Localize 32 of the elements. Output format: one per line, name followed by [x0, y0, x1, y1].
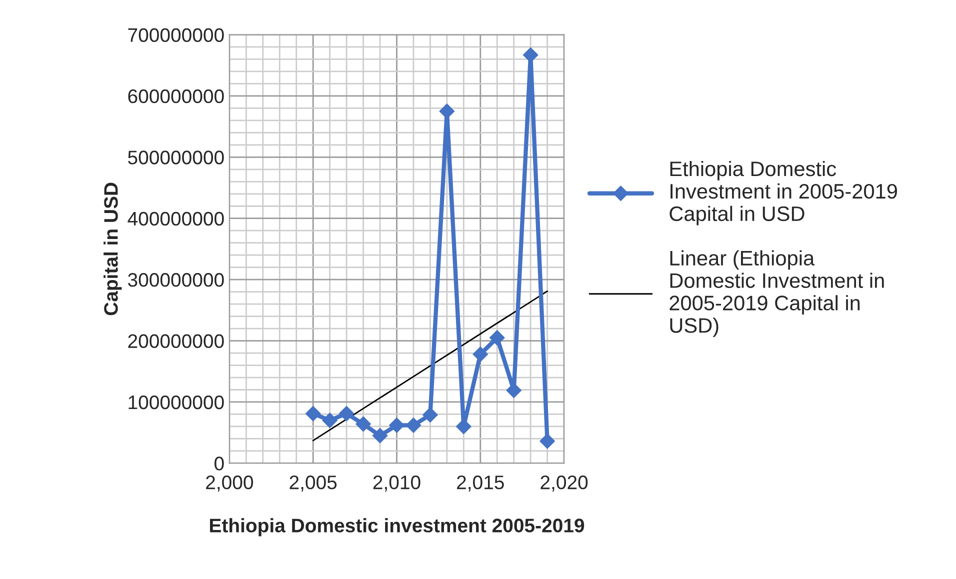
- point: [540, 434, 555, 449]
- y-tick-label: 700000000: [128, 28, 224, 42]
- legend-label: Linear (Ethiopia Domestic Investment in 2005-2019 Capital in USD): [670, 250, 884, 337]
- x-axis-title: Ethiopia Domestic investment 2005-2019: [210, 518, 584, 536]
- legend-label: Ethiopia Domestic Investment in 2005-2019 Capital in USD: [670, 160, 897, 226]
- x-tick-label: 2,020: [540, 476, 588, 492]
- y-tick-label: 200000000: [128, 334, 224, 348]
- x-tick-label: 2,010: [373, 476, 420, 492]
- y-tick-label: 500000000: [128, 150, 224, 164]
- point: [439, 104, 454, 119]
- point: [306, 406, 321, 422]
- point: [389, 418, 404, 433]
- y-axis-title: Capital in USD: [104, 182, 122, 316]
- y-tick-label: 600000000: [128, 89, 224, 104]
- point: [356, 416, 371, 432]
- x-tick-label: 2,005: [290, 476, 337, 492]
- point: [456, 418, 472, 434]
- point: [322, 412, 338, 428]
- x-tick-label: 2,015: [457, 476, 504, 492]
- point: [506, 382, 522, 398]
- point: [490, 330, 505, 346]
- x-tick-label: 2,000: [206, 476, 254, 492]
- point: [523, 47, 538, 63]
- point: [338, 406, 354, 422]
- point: [406, 418, 422, 433]
- y-tick-label: 100000000: [128, 395, 224, 410]
- y-tick-label: 0: [214, 456, 224, 470]
- y-tick-label: 300000000: [128, 273, 224, 287]
- point: [372, 428, 388, 444]
- point: [472, 346, 488, 362]
- y-tick-label: 400000000: [128, 212, 224, 226]
- point: [422, 407, 438, 422]
